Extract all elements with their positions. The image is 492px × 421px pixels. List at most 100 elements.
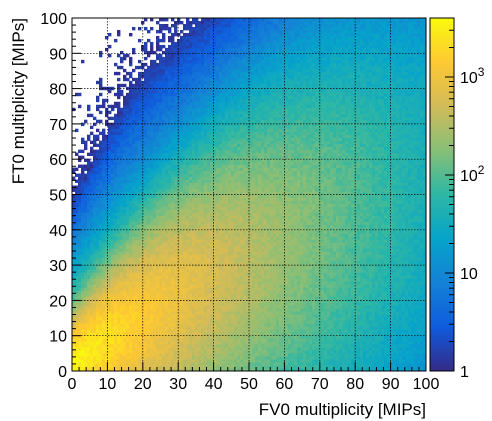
heatmap-cell: [99, 254, 103, 258]
heatmap-cell: [135, 347, 139, 351]
heatmap-cell: [159, 194, 163, 198]
heatmap-cell: [138, 278, 142, 282]
heatmap-cell: [177, 53, 181, 58]
heatmap-cell: [129, 179, 133, 183]
heatmap-cell: [117, 149, 121, 154]
heatmap-cell: [207, 296, 211, 300]
heatmap-cell: [174, 188, 178, 192]
heatmap-cell: [219, 326, 223, 330]
heatmap-cell: [93, 206, 97, 210]
heatmap-cell: [93, 344, 97, 348]
heatmap-cell: [168, 122, 172, 127]
heatmap-cell: [213, 212, 217, 216]
heatmap-cell: [189, 299, 193, 303]
heatmap-cell: [78, 158, 82, 162]
heatmap-cell: [153, 224, 157, 228]
heatmap-cell: [180, 221, 184, 225]
heatmap-cell: [84, 233, 88, 237]
heatmap-cell: [90, 230, 94, 234]
heatmap-cell: [159, 131, 163, 136]
heatmap-cell: [216, 170, 220, 174]
heatmap-cell: [180, 68, 184, 73]
heatmap-cell: [183, 290, 187, 294]
heatmap-cell: [168, 71, 172, 76]
heatmap-cell: [90, 152, 94, 157]
heatmap-cell: [105, 143, 109, 148]
heatmap-cell: [90, 344, 94, 348]
heatmap-cell: [123, 278, 127, 282]
heatmap-cell: [213, 206, 217, 210]
heatmap-cell: [90, 305, 94, 309]
heatmap-cell: [108, 110, 112, 115]
heatmap-cell: [126, 224, 130, 228]
heatmap-cell: [210, 92, 214, 97]
heatmap-cell: [186, 266, 190, 270]
heatmap-cell: [162, 62, 166, 67]
heatmap-cell: [171, 341, 175, 345]
heatmap-cell: [195, 215, 199, 219]
heatmap-cell: [105, 272, 109, 276]
heatmap-cell: [147, 83, 151, 88]
heatmap-cell: [207, 83, 211, 88]
heatmap-cell: [168, 164, 172, 168]
heatmap-cell: [96, 230, 100, 234]
heatmap-cell: [135, 65, 139, 70]
heatmap-cell: [210, 74, 214, 79]
heatmap-cell: [93, 182, 97, 186]
heatmap-cell: [198, 113, 202, 118]
heatmap-cell: [81, 362, 85, 366]
heatmap-cell: [105, 323, 109, 327]
heatmap-cell: [210, 299, 214, 303]
heatmap-cell: [108, 134, 112, 139]
heatmap-cell: [87, 299, 91, 303]
heatmap-cell: [159, 344, 163, 348]
heatmap-cell: [144, 188, 148, 192]
heatmap-cell: [207, 338, 211, 342]
heatmap-cell: [132, 224, 136, 228]
heatmap-cell: [117, 173, 121, 177]
heatmap-cell: [177, 341, 181, 345]
heatmap-cell: [156, 143, 160, 148]
heatmap-cell: [162, 146, 166, 151]
heatmap-cell: [144, 167, 148, 171]
heatmap-cell: [159, 221, 163, 225]
heatmap-cell: [150, 224, 154, 228]
heatmap-cell: [213, 92, 217, 97]
heatmap-cell: [162, 18, 166, 22]
heatmap-cell: [189, 221, 193, 225]
heatmap-cell: [120, 359, 124, 363]
heatmap-cell: [183, 248, 187, 252]
heatmap-cell: [150, 203, 154, 207]
heatmap-cell: [78, 296, 82, 300]
heatmap-cell: [207, 149, 211, 154]
heatmap-cell: [117, 161, 121, 165]
heatmap-cell: [135, 86, 139, 91]
heatmap-cell: [153, 176, 157, 180]
heatmap-cell: [129, 278, 133, 282]
heatmap-cell: [96, 365, 100, 369]
heatmap-cell: [129, 200, 133, 204]
heatmap-cell: [129, 56, 133, 61]
heatmap-cell: [144, 296, 148, 300]
heatmap-cell: [201, 236, 205, 240]
heatmap-cell: [180, 101, 184, 106]
heatmap-cell: [180, 302, 184, 306]
heatmap-cell: [99, 50, 103, 55]
heatmap-cell: [153, 200, 157, 204]
heatmap-cell: [117, 209, 121, 213]
heatmap-cell: [111, 362, 115, 366]
heatmap-cell: [96, 242, 100, 246]
heatmap-cell: [78, 206, 82, 210]
heatmap-cell: [138, 368, 142, 371]
heatmap-cell: [192, 53, 196, 58]
heatmap-cell: [204, 362, 208, 366]
heatmap-cell: [180, 185, 184, 189]
heatmap-cell: [180, 230, 184, 234]
heatmap-cell: [129, 137, 133, 142]
heatmap-cell: [174, 266, 178, 270]
heatmap-cell: [90, 320, 94, 324]
heatmap-cell: [111, 323, 115, 327]
heatmap-cell: [81, 290, 85, 294]
heatmap-cell: [114, 179, 118, 183]
heatmap-cell: [81, 284, 85, 288]
